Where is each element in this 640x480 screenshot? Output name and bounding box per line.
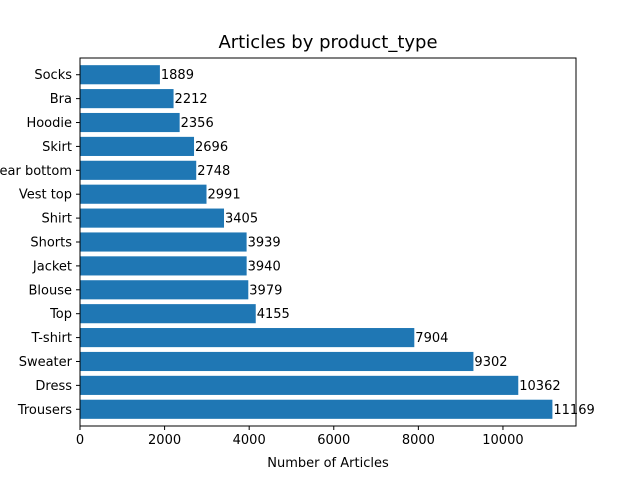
bar-value-label: 7904 (415, 331, 448, 346)
plot-frame (79, 57, 577, 427)
y-tick-label: T-shirt (30, 331, 72, 346)
y-tick-label: Vest top (19, 188, 72, 203)
x-tick-label: 2000 (148, 433, 181, 448)
bar-dress (80, 375, 519, 395)
bar-sweater (80, 351, 474, 372)
x-tick-label: 6000 (317, 433, 350, 448)
y-tick-label: Shorts (30, 236, 72, 251)
bar-shorts (80, 232, 247, 252)
bar-value-label: 11169 (553, 403, 594, 418)
bar-value-label: 1889 (161, 68, 194, 83)
bar-trousers (80, 399, 553, 419)
bar-value-label: 2748 (197, 164, 230, 179)
bar-labels-group: 1889 2212 2356 2696 2748 2991 3405 3939 3940 3979… (161, 68, 595, 418)
bar-value-label: 2212 (175, 92, 208, 107)
y-tick-label: Jacket (32, 259, 72, 274)
y-tick-label: Shirt (41, 212, 72, 227)
bar-value-label: 10362 (519, 379, 560, 394)
bar-value-label: 3939 (248, 236, 281, 251)
y-tick-label: Sweater (19, 355, 73, 370)
x-tick-label: 8000 (402, 433, 435, 448)
y-tick-label: Skirt (42, 140, 72, 155)
bar-value-label: 2356 (181, 116, 214, 131)
chart-title: Articles by product_type (218, 32, 437, 53)
x-tick-label: 0 (76, 433, 84, 448)
y-tick-label: Hoodie (26, 116, 72, 131)
y-tick-label: Blouse (29, 283, 73, 298)
bar-value-label: 4155 (257, 307, 290, 322)
bar-hoodie (80, 112, 180, 133)
bar-vest-top (80, 184, 207, 204)
y-tick-label: Swimwear bottom (0, 164, 72, 179)
y-tick-label: Top (49, 307, 72, 322)
y-tick-label: Bra (50, 92, 72, 107)
bar-swimwear-bottom (80, 160, 197, 180)
x-tick-label: 4000 (233, 433, 266, 448)
y-tick-label: Trousers (17, 403, 72, 418)
bar-shirt (80, 208, 225, 228)
x-tick-label: 10000 (482, 433, 523, 448)
bar-value-label: 3405 (225, 212, 258, 227)
bar-value-label: 3940 (248, 259, 281, 274)
y-tick-label: Socks (34, 68, 72, 83)
bar-blouse (80, 280, 249, 300)
bar-skirt (80, 136, 195, 156)
bar-value-label: 9302 (474, 355, 507, 370)
bar-value-label: 3979 (249, 283, 282, 298)
bar-socks (80, 65, 160, 85)
bars-group (80, 65, 553, 419)
y-tick-label: Dress (35, 379, 72, 394)
bar-bra (80, 89, 174, 109)
bar-t-shirt (80, 328, 415, 348)
x-axis-label: Number of Articles (267, 456, 389, 471)
bar-top (80, 304, 256, 324)
x-axis-ticks: 0 2000 4000 6000 8000 10000 (76, 426, 524, 448)
bar-value-label: 2696 (195, 140, 228, 155)
bar-value-label: 2991 (208, 188, 241, 203)
y-axis-ticks: Socks Bra Hoodie Skirt Swimwear bottom Vest t… (0, 68, 80, 418)
bar-jacket (80, 256, 247, 276)
